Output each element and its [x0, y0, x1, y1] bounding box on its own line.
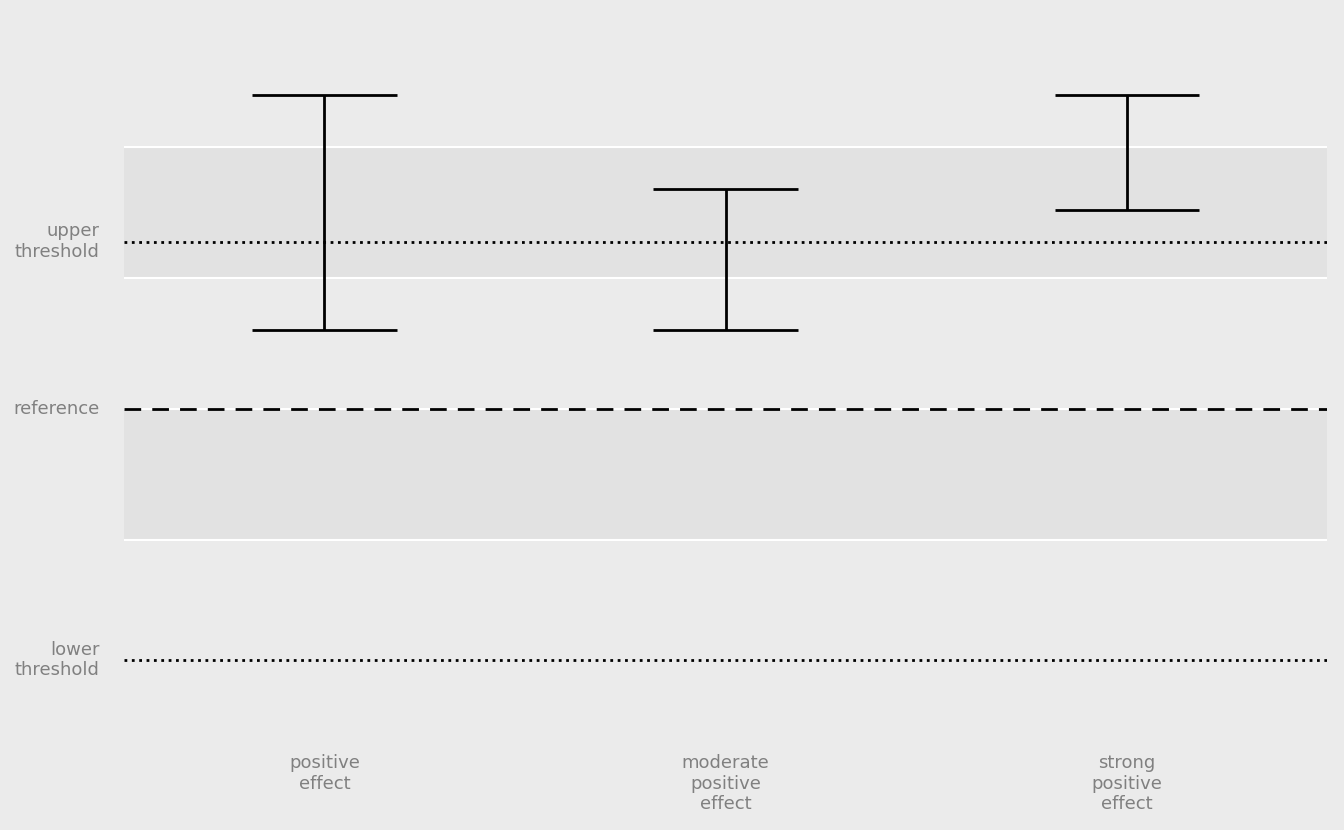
Text: lower
threshold: lower threshold	[15, 641, 99, 680]
Bar	[124, 17, 1328, 148]
Text: reference: reference	[13, 400, 99, 418]
Bar	[124, 278, 1328, 409]
Bar	[124, 148, 1328, 278]
Bar	[124, 540, 1328, 749]
Text: upper
threshold: upper threshold	[15, 222, 99, 261]
Bar	[124, 409, 1328, 540]
